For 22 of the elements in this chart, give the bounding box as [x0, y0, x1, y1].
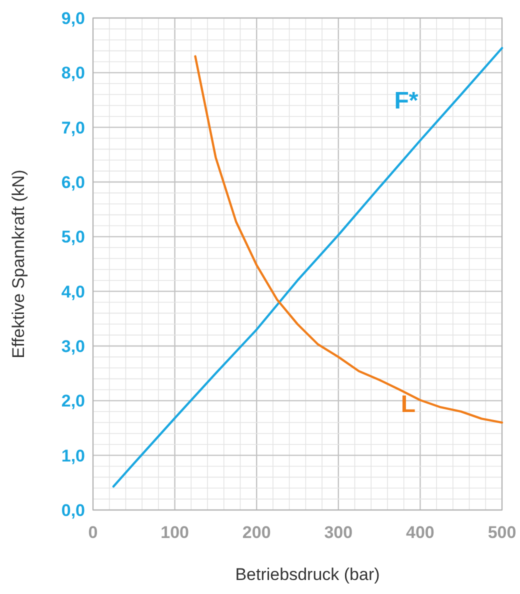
y-axis-title: Effektive Spannkraft (kN) — [9, 170, 28, 358]
x-tick-label: 300 — [324, 523, 353, 542]
line-series — [112, 46, 504, 488]
x-tick-label: 200 — [242, 523, 271, 542]
x-tick-label: 400 — [406, 523, 434, 542]
line-series — [194, 55, 504, 424]
series-label: L — [400, 391, 416, 418]
y-tick-label: 1,0 — [61, 446, 85, 466]
x-axis-title: Betriebsdruck (bar) — [235, 565, 380, 584]
y-tick-label: 9,0 — [61, 9, 85, 28]
y-tick-label: 8,0 — [61, 64, 85, 83]
y-tick-label: 6,0 — [61, 173, 85, 192]
x-tick-label: 500 — [488, 523, 516, 542]
y-tick-label: 7,0 — [61, 118, 85, 138]
x-tick-label: 100 — [160, 523, 189, 542]
y-tick-label: 0,0 — [61, 501, 85, 520]
y-tick-label: 3,0 — [61, 337, 85, 356]
y-tick-label: 2,0 — [61, 392, 85, 411]
series-label: F* — [394, 87, 419, 114]
y-tick-label: 4,0 — [61, 282, 85, 302]
x-tick-label: 0 — [88, 523, 98, 542]
y-tick-label: 5,0 — [61, 228, 85, 247]
